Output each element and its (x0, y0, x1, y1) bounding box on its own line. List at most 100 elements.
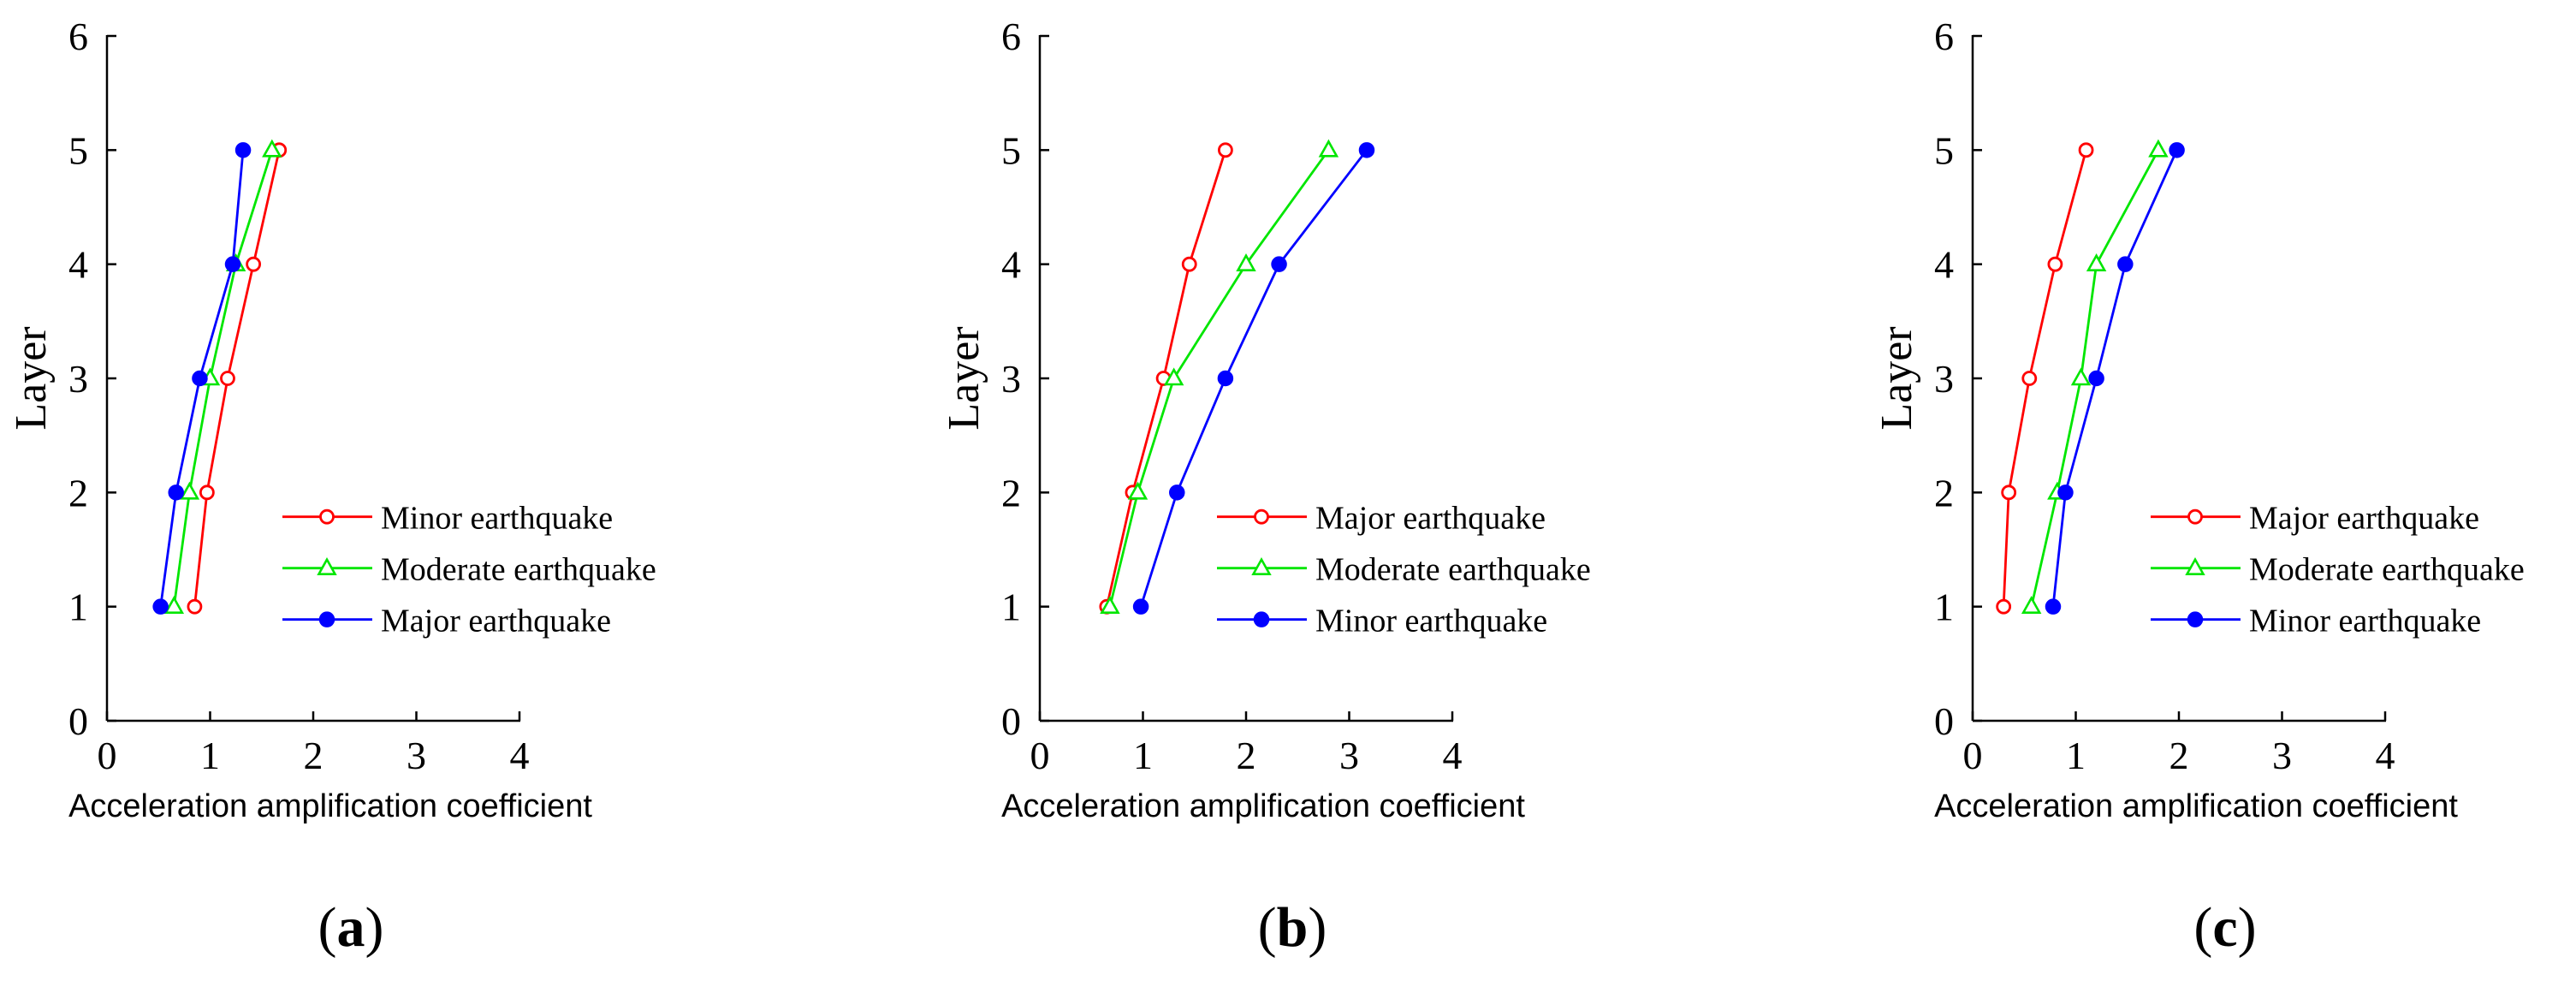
data-point (2057, 485, 2074, 501)
series-major-earthquake (152, 142, 252, 615)
data-point (192, 370, 208, 387)
x-tick-label: 0 (1963, 734, 1983, 777)
legend-label: Moderate earthquake (1315, 552, 1591, 588)
x-tick-label: 0 (1030, 734, 1050, 777)
y-axis-label: Layer (940, 326, 988, 430)
x-tick-label: 3 (1339, 734, 1359, 777)
panel-label-open: ( (2193, 896, 2212, 959)
x-tick-label: 2 (1237, 734, 1256, 777)
data-point (2001, 485, 2017, 501)
panel-label-open: ( (1258, 896, 1277, 959)
series-line (2002, 149, 2087, 607)
y-tick-label: 5 (1001, 128, 1021, 172)
x-tick-label: 0 (98, 734, 117, 777)
data-point (1318, 139, 1339, 158)
chart-panel-b: 0 1 2 3 4 0 1 2 3 4 5 6 Acceleration amplification c… (940, 15, 1591, 959)
x-axis-label: Acceleration amplification coefficient (1934, 788, 2458, 824)
legend-label: Minor earthquake (381, 501, 613, 537)
legend-label: Moderate earthquake (2249, 552, 2525, 588)
data-point (2185, 557, 2205, 575)
legend-label: Minor earthquake (1315, 603, 1547, 639)
data-point (2021, 371, 2038, 386)
legend-label: Major earthquake (1315, 501, 1546, 537)
y-tick-label: 0 (1934, 699, 1954, 743)
panel-label-open: ( (318, 896, 337, 959)
panel-label: (b) (1258, 896, 1327, 959)
data-point (2047, 256, 2063, 272)
y-tick-label: 3 (1934, 357, 1954, 401)
legend-label: Minor earthquake (2249, 603, 2481, 639)
data-point (2070, 367, 2092, 386)
data-point (179, 481, 200, 500)
data-point (2078, 142, 2094, 158)
data-point (1996, 598, 2012, 615)
legend: Major earthquake Moderate earthquake Minor… (2151, 501, 2525, 639)
data-point (318, 611, 335, 627)
legend-label: Moderate earthquake (381, 552, 656, 588)
data-point (1169, 485, 1185, 501)
y-tick-label: 0 (68, 699, 88, 743)
y-tick-label: 1 (1934, 586, 1954, 629)
data-point (2169, 142, 2185, 158)
data-point (1271, 256, 1287, 272)
y-tick-label: 1 (68, 586, 88, 629)
data-point (2187, 611, 2204, 627)
data-point (1100, 596, 1120, 614)
y-tick-label: 0 (1001, 699, 1021, 743)
chart-panel-a: 0 1 2 3 4 0 1 2 3 4 5 6 Acceleration amplification c… (7, 15, 656, 959)
data-point (2021, 596, 2042, 614)
legend: Major earthquake Moderate earthquake Minor… (1217, 501, 1591, 639)
legend-label: Major earthquake (381, 603, 611, 639)
x-tick-label: 4 (510, 734, 530, 777)
data-point (2045, 598, 2062, 615)
data-point (152, 598, 169, 615)
y-tick-label: 5 (1934, 128, 1954, 172)
y-axis-label: Layer (1873, 326, 1921, 430)
data-point (246, 256, 262, 272)
x-axis-label: Acceleration amplification coefficient (68, 788, 592, 824)
y-tick-label: 2 (1001, 471, 1021, 514)
legend: Minor earthquake Moderate earthquake Major… (282, 501, 656, 639)
data-point (1132, 598, 1149, 615)
data-point (1254, 508, 1269, 525)
series-line (2051, 149, 2178, 607)
data-point (2148, 139, 2169, 158)
panel-label-letter: a (337, 896, 365, 959)
series-major-earthquake (1996, 142, 2094, 615)
x-tick-label: 4 (1443, 734, 1463, 777)
panel-label: (a) (318, 896, 384, 959)
data-point (1127, 481, 1149, 500)
y-tick-label: 4 (68, 243, 88, 287)
y-tick-label: 2 (68, 471, 88, 514)
panel-label-close: ) (2238, 896, 2257, 959)
data-point (1217, 370, 1234, 387)
x-tick-label: 3 (407, 734, 426, 777)
y-tick-label: 6 (1934, 15, 1954, 58)
data-point (234, 142, 252, 158)
data-point (2088, 370, 2104, 387)
legend-label: Major earthquake (2249, 501, 2479, 537)
data-point (1163, 367, 1184, 386)
y-tick-label: 6 (1001, 15, 1021, 58)
chart-panel-c: 0 1 2 3 4 0 1 2 3 4 5 6 Acceleration amplification c… (1873, 15, 2525, 959)
data-point (1358, 142, 1375, 158)
data-point (317, 557, 337, 575)
y-tick-label: 3 (1001, 357, 1021, 401)
series-minor-earthquake (1132, 142, 1375, 615)
data-point (2117, 256, 2134, 272)
data-point (1236, 253, 1256, 271)
y-tick-label: 5 (68, 128, 88, 172)
x-tick-label: 2 (2169, 734, 2189, 777)
data-point (262, 139, 282, 158)
series-major-earthquake (1099, 142, 1233, 615)
data-point (187, 598, 203, 615)
series-minor-earthquake (2045, 142, 2185, 615)
x-axis-label: Acceleration amplification coefficient (1001, 788, 1525, 824)
y-tick-label: 1 (1001, 586, 1021, 629)
x-tick-label: 3 (2272, 734, 2292, 777)
x-tick-label: 1 (1133, 734, 1153, 777)
panel-label-close: ) (1308, 896, 1327, 959)
data-point (224, 256, 241, 272)
panel-label: (c) (2193, 896, 2256, 959)
